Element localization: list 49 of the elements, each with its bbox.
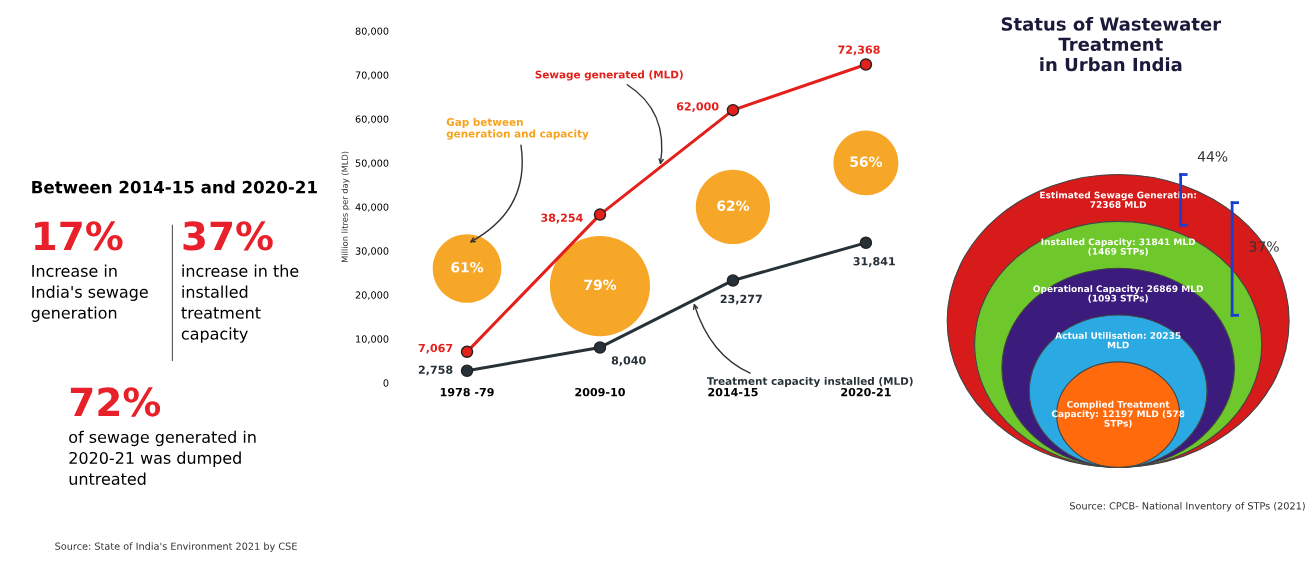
text: Status of Wastewater Treatment in Urban India xyxy=(1001,16,1222,72)
data-label: 23,277 xyxy=(720,294,762,305)
y-tick-label: 10,000 xyxy=(356,335,389,344)
y-tick-label: 50,000 xyxy=(355,159,389,168)
x-tick-label: 2014-15 xyxy=(708,387,758,397)
y-tick-label: 20,000 xyxy=(355,291,389,300)
annotation: 61% xyxy=(451,262,484,273)
point xyxy=(593,341,607,354)
annotation: 79% xyxy=(584,279,617,291)
source-note: Source: CPCB- National Inventory of STPs (2021) xyxy=(1069,502,1305,512)
text: increase in the installed treatment capacity xyxy=(181,264,299,343)
x-tick-label: 2020-21 xyxy=(841,387,891,397)
point xyxy=(859,58,873,71)
y-axis-title: Million litres per day (MLD) xyxy=(341,151,350,263)
point xyxy=(726,103,740,117)
category-label: Installed Capacity: 31841 MLD (1469 STPs) xyxy=(1041,238,1196,256)
point xyxy=(593,208,607,221)
text: Between 2014-15 and 2020-21 xyxy=(32,180,317,194)
text: 44% xyxy=(1197,151,1228,162)
text: 17% xyxy=(35,221,123,251)
data-label: 72,368 xyxy=(838,45,880,56)
y-tick-label: 0 xyxy=(383,379,389,387)
data-label: 7,067 xyxy=(418,343,453,354)
y-tick-label: 40,000 xyxy=(355,203,389,212)
text: 37% xyxy=(183,221,273,251)
y-tick-label: 30,000 xyxy=(355,247,389,256)
x-tick-label: 1978 -79 xyxy=(440,387,494,397)
text: Gap between generation and capacity xyxy=(446,117,589,140)
data-label: 38,254 xyxy=(541,213,583,224)
data-label: 2,758 xyxy=(418,365,453,376)
point xyxy=(460,364,474,377)
y-tick-label: 60,000 xyxy=(355,115,389,124)
source-note: Source: State of India's Environment 2021 by CSE xyxy=(55,542,297,552)
data-label: 8,040 xyxy=(611,356,646,367)
point xyxy=(460,345,474,359)
data-label: 31,841 xyxy=(853,257,895,267)
point xyxy=(726,274,740,287)
y-tick-label: 70,000 xyxy=(355,71,389,80)
text: of sewage generated in 2020-21 was dumped untreated xyxy=(69,430,256,485)
annotation: 56% xyxy=(850,156,883,167)
text: Treatment capacity installed (MLD) xyxy=(707,376,913,388)
y-tick-label: 80,000 xyxy=(355,27,389,36)
text: Sewage generated (MLD) xyxy=(535,70,683,81)
point xyxy=(859,236,873,250)
annotation: 62% xyxy=(717,200,750,211)
x-tick-label: 2009-10 xyxy=(575,387,625,397)
data-label: 62,000 xyxy=(676,102,719,112)
text: 72% xyxy=(70,387,161,417)
text: Increase in India's sewage generation xyxy=(31,264,148,322)
